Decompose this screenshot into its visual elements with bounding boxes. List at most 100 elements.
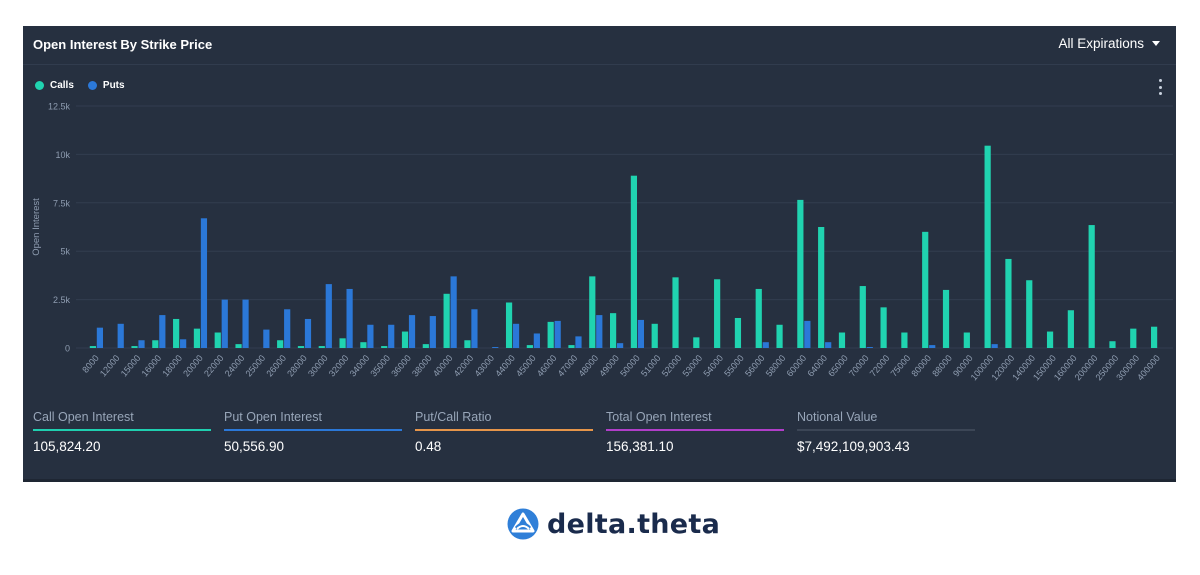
- bar-calls-47000: [568, 345, 575, 348]
- stat-value: 0.48: [415, 439, 442, 454]
- bar-puts-34000: [367, 324, 374, 348]
- bar-puts-15000: [138, 340, 145, 348]
- bar-calls-48000: [589, 276, 596, 348]
- bar-puts-40000: [450, 276, 457, 348]
- bar-puts-49000: [616, 343, 624, 348]
- bar-calls-70000: [859, 286, 866, 348]
- x-tick-label: 22000: [202, 353, 226, 379]
- x-tick-label: 16000: [140, 353, 164, 379]
- stat-value: 105,824.20: [33, 439, 101, 454]
- stat-rule: [797, 429, 975, 431]
- bar-calls-140000: [1026, 280, 1033, 348]
- bar-puts-30000: [325, 284, 332, 348]
- stat-rule: [224, 429, 402, 431]
- bar-calls-53000: [693, 337, 700, 348]
- calls-color-swatch: [35, 81, 44, 90]
- bar-puts-38000: [429, 316, 436, 348]
- bar-calls-55000: [734, 317, 742, 348]
- bar-calls-20000: [193, 328, 201, 348]
- bar-puts-12000: [117, 323, 124, 348]
- bar-puts-48000: [596, 315, 603, 348]
- bar-calls-40000: [443, 293, 450, 348]
- y-tick-label: 5k: [60, 247, 70, 257]
- chart-legend: Calls Puts: [35, 80, 125, 91]
- x-tick-label: 40000: [431, 353, 455, 379]
- bar-calls-34000: [360, 342, 367, 348]
- x-tick-label: 38000: [410, 353, 434, 379]
- x-tick-label: 18000: [160, 353, 184, 379]
- bar-puts-24000: [242, 299, 249, 348]
- caret-down-icon: [1152, 41, 1160, 46]
- stat-rule: [33, 429, 211, 431]
- bar-calls-46000: [547, 321, 554, 348]
- bar-calls-22000: [214, 332, 221, 348]
- bar-calls-72000: [880, 307, 887, 348]
- x-tick-label: 32000: [327, 353, 351, 379]
- bar-calls-60000: [797, 199, 804, 348]
- x-tick-label: 47000: [556, 353, 580, 379]
- bar-puts-43000: [492, 347, 499, 348]
- bar-puts-100000: [991, 344, 998, 348]
- legend-label-puts: Puts: [102, 80, 125, 91]
- bar-puts-56000: [762, 342, 769, 348]
- expiration-dropdown[interactable]: All Expirations: [1058, 36, 1160, 51]
- bar-puts-20000: [200, 218, 208, 348]
- x-tick-label: 15000: [119, 353, 143, 379]
- bar-puts-26000: [284, 309, 291, 348]
- bar-puts-64000: [825, 342, 832, 348]
- bar-puts-36000: [408, 315, 416, 348]
- bar-puts-45000: [533, 333, 540, 348]
- stat-rule: [606, 429, 784, 431]
- x-tick-label: 58000: [764, 353, 788, 379]
- stat-value: 50,556.90: [224, 439, 285, 454]
- bar-calls-65000: [838, 332, 846, 348]
- bar-calls-54000: [714, 279, 721, 348]
- y-tick-label: 7.5k: [53, 198, 71, 208]
- legend-item-puts[interactable]: Puts: [87, 80, 125, 91]
- bar-calls-50000: [630, 175, 638, 348]
- bar-puts-80000: [929, 345, 936, 348]
- bar-puts-32000: [346, 288, 353, 348]
- stat-total-open-interest: Total Open Interest 156,381.10: [606, 410, 784, 454]
- x-tick-label: 42000: [452, 353, 476, 379]
- bar-puts-22000: [221, 299, 228, 348]
- more-vertical-icon[interactable]: [1154, 79, 1166, 95]
- bar-puts-50000: [637, 319, 645, 348]
- bar-calls-160000: [1067, 310, 1074, 348]
- bar-calls-88000: [942, 289, 950, 348]
- bar-puts-46000: [554, 320, 561, 348]
- bar-calls-36000: [401, 331, 409, 348]
- bar-calls-44000: [505, 302, 513, 348]
- x-tick-label: 54000: [701, 353, 725, 379]
- delta-theta-logo: delta.theta: [507, 508, 720, 540]
- bar-calls-42000: [464, 340, 471, 348]
- y-tick-label: 12.5k: [48, 102, 71, 112]
- legend-item-calls[interactable]: Calls: [35, 80, 74, 91]
- stat-label: Call Open Interest: [33, 410, 134, 424]
- x-tick-label: 28000: [285, 353, 309, 379]
- x-tick-label: 26000: [264, 353, 288, 379]
- x-tick-label: 12000: [98, 353, 122, 379]
- stat-notional-value: Notional Value $7,492,109,903.43: [797, 410, 975, 454]
- bar-calls-16000: [152, 340, 159, 348]
- x-tick-label: 88000: [930, 353, 954, 379]
- x-tick-label: 65000: [826, 353, 850, 379]
- x-tick-label: 50000: [618, 353, 642, 379]
- x-tick-label: 75000: [889, 353, 913, 379]
- summary-stats: Call Open Interest 105,824.20 Put Open I…: [23, 410, 1176, 470]
- bar-calls-32000: [339, 338, 346, 348]
- expiration-dropdown-value: All Expirations: [1058, 36, 1144, 51]
- bar-calls-15000: [131, 346, 138, 348]
- x-tick-label: 20000: [181, 353, 205, 379]
- bar-puts-47000: [575, 336, 582, 348]
- bar-puts-18000: [180, 339, 187, 348]
- bar-calls-38000: [422, 344, 429, 348]
- x-tick-label: 72000: [868, 353, 892, 379]
- x-tick-label: 34000: [348, 353, 372, 379]
- bar-puts-60000: [804, 320, 811, 348]
- bar-calls-56000: [755, 288, 762, 348]
- y-tick-label: 10k: [55, 150, 70, 160]
- bar-puts-70000: [866, 347, 873, 348]
- x-tick-label: 52000: [660, 353, 684, 379]
- panel-header: Open Interest By Strike Price All Expira…: [23, 26, 1176, 65]
